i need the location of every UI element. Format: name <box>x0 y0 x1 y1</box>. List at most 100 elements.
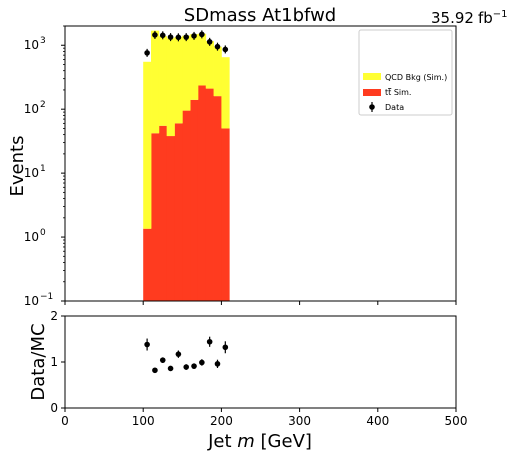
y-tick-label-base-4: 10 <box>24 38 39 52</box>
y-tick-label-exp-0: −1 <box>40 292 53 302</box>
legend-label-ttbar: tt Sim. <box>385 88 411 97</box>
bar-series0-bin4 <box>174 123 183 301</box>
legend-label-qcd: QCD Bkg (Sim.) <box>385 73 447 82</box>
ratio-point-3 <box>167 365 174 372</box>
x-axis-label: Jet m [GeV] <box>207 431 312 452</box>
y-tick-label-2: 10 <box>24 166 39 180</box>
x-tick-label-3: 300 <box>288 414 311 428</box>
data-point-3 <box>167 34 174 40</box>
data-point-8 <box>206 39 213 45</box>
ratio-point-6 <box>191 363 197 369</box>
ratio-y-axis-ticks: 0 1 2 <box>50 309 65 415</box>
legend-box <box>358 29 453 116</box>
y-tick-label-0: 10 <box>24 294 39 308</box>
data-points <box>144 30 229 57</box>
ratio-point-5 <box>183 364 190 370</box>
y-tick-label-exp-4: 3 <box>40 36 46 46</box>
luminosity-exponent: −1 <box>493 9 508 20</box>
bar-series0-bin10 <box>221 128 230 301</box>
y-tick-label-exp-3: 2 <box>40 100 46 110</box>
y-tick-label-exp-2: 1 <box>40 164 46 174</box>
x-tick-label-4: 400 <box>366 414 389 428</box>
bar-series1-bin0 <box>143 61 152 229</box>
ratio-point-10 <box>222 344 229 351</box>
legend-ttbar-t1: t <box>385 88 388 97</box>
y-tick-label-base-1: 10 <box>24 230 39 244</box>
legend-ttbar-sim: Sim. <box>391 88 411 97</box>
bar-series0-bin1 <box>151 133 160 301</box>
legend-swatch-qcd <box>363 73 381 80</box>
stacked-histogram <box>143 30 230 302</box>
y-tick-label-base-0: 10 <box>24 294 39 308</box>
luminosity-value: 35.92 <box>431 9 474 27</box>
bar-series1-bin9 <box>213 46 222 97</box>
bar-series1-bin10 <box>221 57 230 129</box>
x-tick-label-2: 200 <box>210 414 233 428</box>
main-plot-frame <box>64 25 457 302</box>
data-point-0 <box>144 50 150 56</box>
y-tick-label-3: 10 <box>24 102 39 116</box>
bar-series1-bin6 <box>190 34 199 100</box>
bar-series0-bin8 <box>205 88 214 301</box>
ratio-point-1 <box>152 367 158 374</box>
ratio-point-4 <box>175 351 182 357</box>
legend-marker-data <box>369 102 375 112</box>
x-axis-label-main: Jet <box>207 431 237 452</box>
bar-series0-bin5 <box>182 110 191 301</box>
x-axis-ticks <box>64 301 457 305</box>
luminosity-label: 35.92 fb−1 <box>431 9 508 27</box>
y-tick-label-exp-1: 0 <box>40 228 46 238</box>
bar-series0-bin2 <box>158 125 168 301</box>
ratio-y-tick-label-0: 0 <box>50 401 58 415</box>
bar-series0-bin7 <box>197 85 207 301</box>
bar-series0-bin6 <box>190 99 199 302</box>
x-tick-label-1: 100 <box>132 414 155 428</box>
ratio-plot-frame <box>64 315 457 409</box>
y-tick-label-4: 10 <box>24 38 39 52</box>
x-tick-label-0: 0 <box>61 414 69 428</box>
ratio-point-0 <box>144 341 150 348</box>
bar-series1-bin7 <box>197 33 207 86</box>
legend-ttbar-t2: t <box>388 88 391 97</box>
ratio-y-tick-label-2: 2 <box>50 309 58 323</box>
bar-series0-bin0 <box>143 228 152 301</box>
y-tick-label-base-3: 10 <box>24 102 39 116</box>
ratio-y-tick-label-1: 1 <box>50 355 58 369</box>
x-axis-label-var: m <box>237 431 255 452</box>
data-point-5 <box>183 34 190 40</box>
bar-series0-bin3 <box>166 136 175 301</box>
y-axis-label-events: Events <box>7 136 28 197</box>
ratio-plot-panel: 0 1 2 0 100 200 300 400 500 <box>50 309 467 428</box>
chart-title: SDmass At1bfwd <box>184 5 336 26</box>
x-tick-label-5: 500 <box>445 414 468 428</box>
y-tick-label-base-2: 10 <box>24 166 39 180</box>
bar-series1-bin2 <box>158 36 168 126</box>
x-axis-label-unit: [GeV] <box>255 431 312 452</box>
legend: QCD Bkg (Sim.) tt Sim. Data <box>358 29 453 116</box>
bar-series1-bin5 <box>182 35 191 111</box>
ratio-point-7 <box>199 359 205 366</box>
bar-series1-bin8 <box>205 41 214 89</box>
ratio-x-axis-ticks: 0 100 200 300 400 500 <box>61 408 467 428</box>
ratio-point-9 <box>214 361 221 367</box>
data-point-7 <box>199 31 205 38</box>
ratio-point-8 <box>206 338 213 345</box>
legend-swatch-ttbar <box>363 89 381 96</box>
bar-series0-bin9 <box>213 96 222 301</box>
bar-series1-bin4 <box>174 36 183 124</box>
data-point-9 <box>214 43 221 50</box>
data-point-10 <box>222 46 229 53</box>
data-point-2 <box>159 32 166 39</box>
y-axis-label-ratio: Data/MC <box>28 323 49 400</box>
y-tick-label-1: 10 <box>24 230 39 244</box>
legend-label-data: Data <box>385 103 404 112</box>
bar-series1-bin1 <box>151 30 160 134</box>
data-point-6 <box>191 33 197 39</box>
data-point-4 <box>175 34 182 41</box>
ratio-points <box>144 336 229 374</box>
bar-series1-bin3 <box>166 38 175 137</box>
luminosity-unit: fb <box>478 9 493 27</box>
